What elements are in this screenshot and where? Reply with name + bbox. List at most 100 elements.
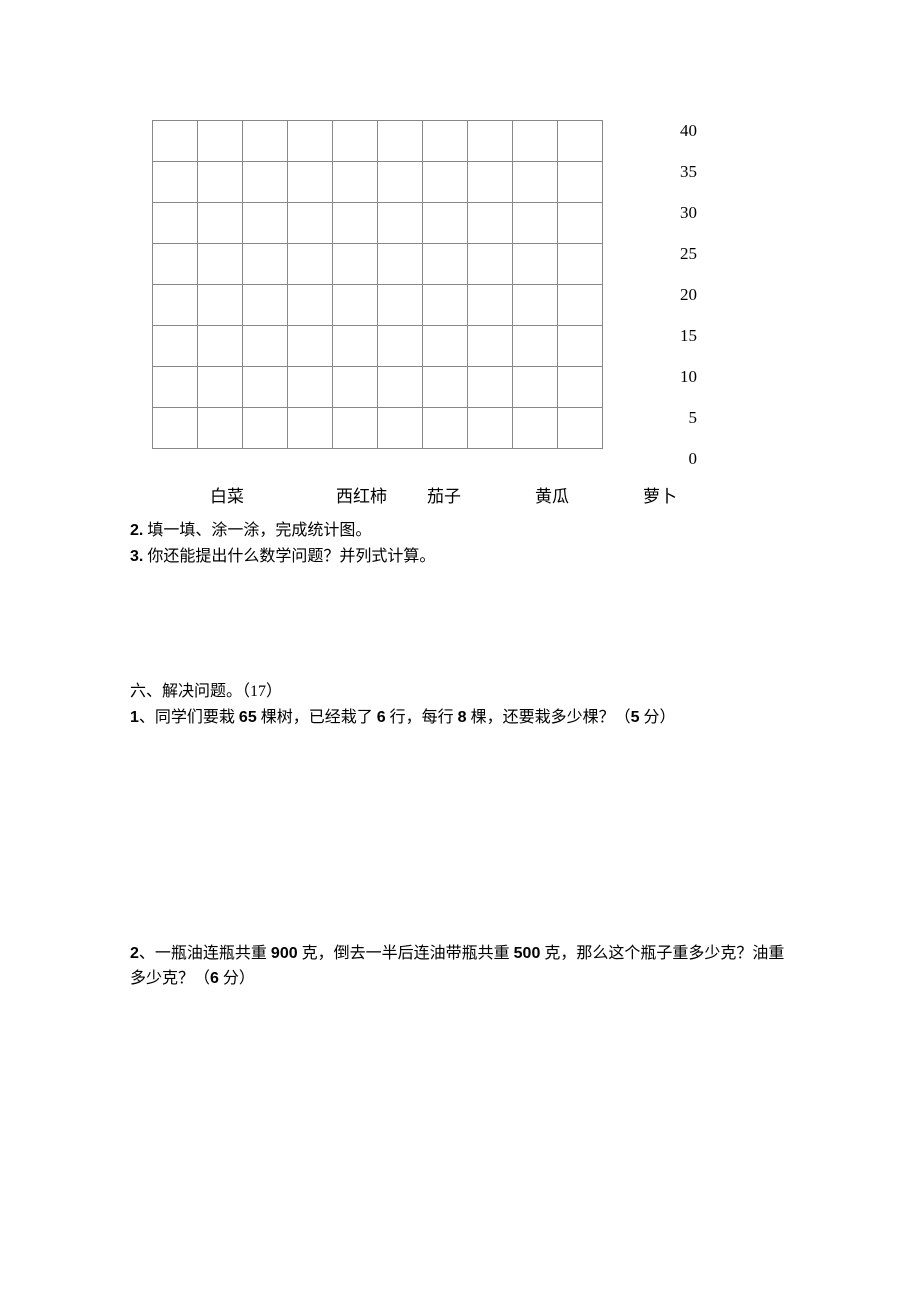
chart-cell [198,121,243,162]
chart-cell [153,203,198,244]
p2-n2: 500 [514,945,541,962]
chart-cell [243,203,288,244]
x-category-label: 萝卜 [643,483,677,510]
chart-row [153,408,603,449]
chart-cell [153,285,198,326]
chart-cell [333,408,378,449]
x-axis: 白菜 西红柿 茄子 黄瓜 萝卜 [152,483,790,510]
chart-cell [558,367,603,408]
chart-cell [153,367,198,408]
chart-cell [333,121,378,162]
chart-cell [198,162,243,203]
chart-cell [288,162,333,203]
chart-cell [513,326,558,367]
chart-cell [243,285,288,326]
chart-cell [198,285,243,326]
y-tick-label: 20 [671,274,697,315]
problem-2: 2、一瓶油连瓶共重 900 克，倒去一半后连油带瓶共重 500 克，那么这个瓶子… [130,941,790,992]
section-6-title-text: 六、解决问题。（17） [130,683,282,700]
chart-cell [378,203,423,244]
p1-num: 1 [130,709,139,726]
y-tick-label: 0 [671,438,697,479]
chart-cell [378,244,423,285]
p2-s1: 、一瓶油连瓶共重 [139,945,271,962]
chart-cell [333,162,378,203]
chart-cell [378,121,423,162]
chart-cell [288,244,333,285]
chart-cell [423,285,468,326]
problem-1: 1、同学们要栽 65 棵树，已经栽了 6 行，每行 8 棵，还要栽多少棵？（5 … [130,705,790,731]
chart-cell [513,285,558,326]
x-category-label: 黄瓜 [535,483,569,510]
chart-cell [153,162,198,203]
chart-cell [513,367,558,408]
chart-cell [288,285,333,326]
chart-cell [468,203,513,244]
chart-cell [423,162,468,203]
chart-cell [288,121,333,162]
chart-cell [243,408,288,449]
q3-number: 3. [130,548,143,565]
chart-cell [333,367,378,408]
chart-cell [468,285,513,326]
chart-cell [198,367,243,408]
p2-n3: 6 [210,970,219,987]
chart-cell [423,244,468,285]
q2-number: 2. [130,522,143,539]
chart-row [153,121,603,162]
p1-t1: 棵树，已经栽了 [257,709,377,726]
chart-cell [333,285,378,326]
chart-row [153,162,603,203]
chart-cell [468,326,513,367]
chart-cell [243,244,288,285]
chart-cell [423,203,468,244]
y-tick-label: 25 [671,233,697,274]
chart-cell [513,244,558,285]
chart-cell [198,244,243,285]
p2-t1: 克，倒去一半后连油带瓶共重 [298,945,514,962]
chart-cell [153,121,198,162]
chart-cell [288,367,333,408]
chart-cell [468,408,513,449]
chart-cell [423,121,468,162]
chart-cell [243,121,288,162]
chart-cell [288,326,333,367]
chart-cell [378,326,423,367]
chart-cell [288,408,333,449]
chart-cell [558,408,603,449]
chart-cell [558,326,603,367]
y-axis: 4035302520151050 [671,110,697,479]
chart-row [153,285,603,326]
chart-cell [513,162,558,203]
y-tick-label: 35 [671,151,697,192]
y-tick-label: 5 [671,397,697,438]
chart-cell [513,203,558,244]
chart-cell [558,203,603,244]
y-tick-label: 40 [671,110,697,151]
chart-row [153,203,603,244]
chart-cell [153,408,198,449]
spacer [130,569,790,679]
chart-cell [333,244,378,285]
p1-s1: 、同学们要栽 [139,709,239,726]
chart-cell [468,121,513,162]
chart-cell [333,203,378,244]
x-category-label: 茄子 [427,483,461,510]
section-6-title: 六、解决问题。（17） [130,679,790,705]
chart-cell [288,203,333,244]
chart-cell [378,408,423,449]
chart-cell [513,121,558,162]
chart-cell [468,367,513,408]
chart-row [153,367,603,408]
chart-row [153,244,603,285]
p1-t4: 分） [639,709,675,726]
p2-t3: 分） [219,970,255,987]
chart-cell [243,326,288,367]
chart-cell [558,285,603,326]
p1-t2: 行，每行 [386,709,458,726]
y-tick-label: 10 [671,356,697,397]
p1-n2: 6 [377,709,386,726]
chart-cell [468,162,513,203]
x-category-label: 白菜 [210,483,244,510]
x-category-label: 西红柿 [336,483,387,510]
